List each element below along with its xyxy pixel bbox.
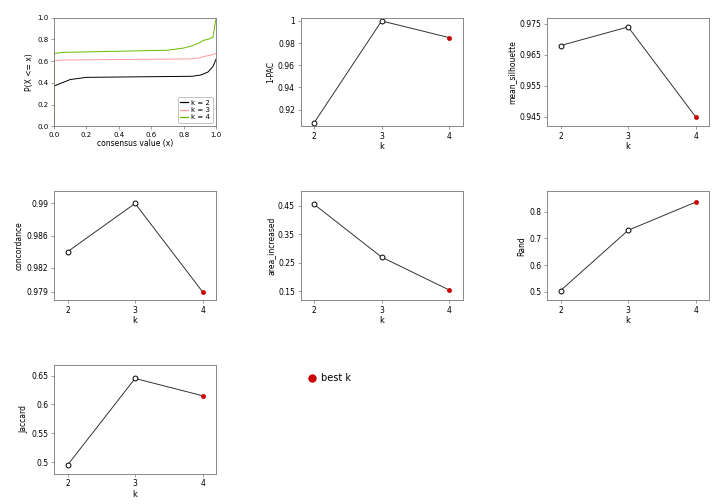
Legend: best k: best k [305,370,354,386]
X-axis label: k: k [379,142,384,151]
Y-axis label: area_increased: area_increased [266,217,275,275]
X-axis label: consensus value (x): consensus value (x) [97,139,174,148]
X-axis label: k: k [379,316,384,325]
Y-axis label: P(X <= x): P(X <= x) [25,53,35,91]
Y-axis label: concordance: concordance [15,221,24,270]
Y-axis label: mean_silhouette: mean_silhouette [508,40,517,104]
Y-axis label: Jaccard: Jaccard [19,405,29,433]
Y-axis label: 1-PAC: 1-PAC [266,61,275,83]
Legend: k = 2, k = 3, k = 4: k = 2, k = 3, k = 4 [178,97,212,123]
X-axis label: k: k [626,142,631,151]
Y-axis label: Rand: Rand [518,236,526,256]
X-axis label: k: k [626,316,631,325]
X-axis label: k: k [132,316,138,325]
X-axis label: k: k [132,490,138,498]
